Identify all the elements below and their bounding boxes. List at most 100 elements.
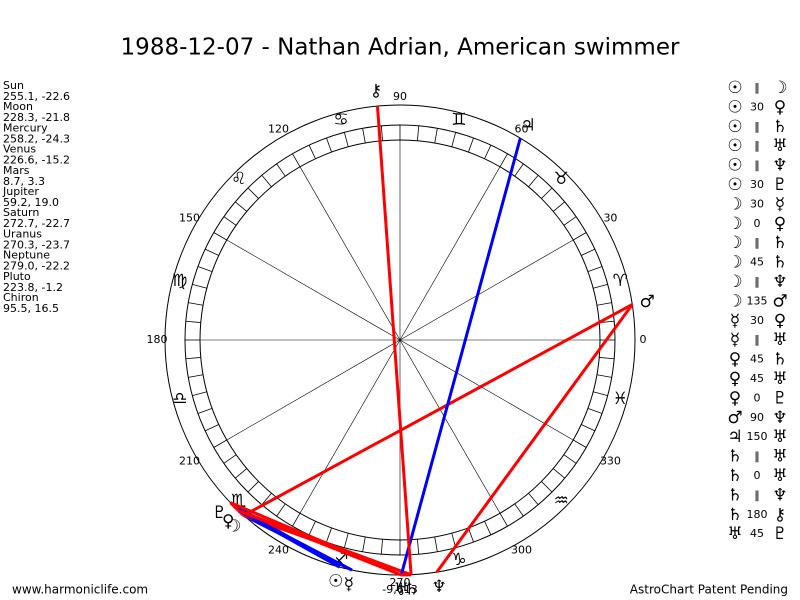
aspect-planet-2: ♆ — [772, 408, 787, 428]
ring-tick — [552, 468, 565, 479]
aspect-type: 0 — [754, 391, 761, 404]
aspect-type: 30 — [750, 100, 764, 113]
degree-label: 210 — [179, 455, 200, 468]
aspect-planet-1: ♂ — [727, 408, 742, 428]
planet-position: 258.2, -24.3 — [3, 132, 70, 145]
aspect-planet-2: ♇ — [772, 388, 787, 408]
planet-glyph: ♀ — [222, 512, 234, 532]
ring-tick — [343, 132, 349, 147]
sign-glyph: ♌ — [231, 169, 246, 189]
spoke — [226, 339, 401, 441]
aspect-planet-1: ♄ — [727, 505, 742, 525]
ring-tick — [343, 533, 349, 548]
ring-tick — [192, 283, 207, 289]
aspect-type: ‖ — [754, 139, 760, 152]
degree-label: 150 — [179, 212, 200, 225]
aspect-type: 30 — [750, 197, 764, 210]
aspect-planet-1: ♄ — [727, 485, 742, 505]
degree-label: 30 — [603, 212, 617, 225]
ring-tick — [434, 128, 438, 144]
aspect-planet-1: ♀ — [729, 388, 741, 408]
aspect-planet-1: ☿ — [730, 330, 740, 350]
aspect-type: 30 — [750, 314, 764, 327]
ring-tick — [596, 374, 612, 378]
aspect-planet-2: ♆ — [772, 485, 787, 505]
ring-tick — [204, 248, 219, 256]
ring-tick — [235, 201, 248, 212]
ring-tick — [581, 424, 596, 432]
degree-label: 300 — [511, 543, 532, 556]
aspect-planet-2: ♀ — [774, 214, 786, 234]
degree-label: 270 — [390, 576, 411, 589]
sign-glyph: ♈ — [613, 271, 628, 291]
ring-tick — [563, 216, 577, 226]
planet-position: 223.8, -1.2 — [3, 281, 63, 294]
ring-tick — [541, 187, 553, 199]
degree-label: 90 — [393, 90, 407, 103]
aspect-type: 135 — [747, 294, 768, 307]
ring-tick — [417, 125, 420, 141]
aspect-planet-2: ♅ — [772, 447, 787, 467]
planet-glyph: ♃ — [520, 115, 535, 135]
aspect-type: 0 — [754, 217, 761, 230]
ring-tick — [362, 536, 366, 552]
planet-name: Neptune — [3, 249, 50, 262]
ring-tick — [593, 391, 608, 397]
aspect-planet-1: ☉ — [727, 78, 742, 98]
spoke — [399, 239, 574, 341]
aspect-planet-2: ⚷ — [774, 505, 786, 525]
ring-tick — [380, 125, 383, 141]
aspect-planet-1: ☽ — [727, 214, 742, 234]
planet-glyph: ♆ — [431, 577, 446, 597]
ring-tick — [247, 187, 259, 199]
planet-position: 8.7, 3.3 — [3, 175, 45, 188]
aspect-planet-2: ♄ — [772, 117, 787, 137]
planet-name: Mars — [3, 164, 30, 177]
aspect-type: 45 — [750, 256, 764, 269]
planet-position: 270.3, -23.7 — [3, 238, 70, 251]
planet-name: Jupiter — [2, 185, 39, 198]
ring-tick — [276, 163, 286, 177]
ring-tick — [451, 132, 457, 147]
aspect-type: ‖ — [754, 120, 760, 133]
aspect-type: 90 — [750, 411, 764, 424]
aspect-type: ‖ — [754, 275, 760, 288]
ring-tick — [573, 439, 587, 448]
aspect-type: ‖ — [754, 159, 760, 172]
planet-name: Venus — [3, 143, 36, 156]
aspect-planet-1: ☉ — [727, 97, 742, 117]
aspect-type: ‖ — [754, 450, 760, 463]
aspect-line — [399, 137, 522, 576]
aspect-planet-1: ☽ — [727, 194, 742, 214]
aspect-type: ‖ — [754, 236, 760, 249]
aspect-planet-2: ♀ — [774, 311, 786, 331]
degree-label: 240 — [268, 543, 289, 556]
ring-tick — [292, 513, 301, 527]
sign-glyph: ♋ — [333, 110, 348, 130]
aspect-type: 0 — [754, 469, 761, 482]
sign-glyph: ♍ — [172, 271, 187, 291]
ring-tick — [593, 283, 608, 289]
footer-left: www.harmoniclife.com — [12, 583, 148, 597]
aspect-planet-2: ♇ — [772, 175, 787, 195]
ring-tick — [528, 492, 539, 505]
aspect-line — [237, 509, 353, 572]
aspect-planet-2: ♀ — [774, 97, 786, 117]
spoke — [226, 239, 401, 341]
aspect-type: 180 — [747, 508, 768, 521]
planet-name: Pluto — [3, 270, 31, 283]
sign-glyph: ♊ — [451, 110, 466, 130]
spoke — [299, 166, 401, 341]
sign-glyph: ♉ — [554, 169, 569, 189]
aspect-planet-2: ♄ — [772, 350, 787, 370]
aspect-planet-1: ♃ — [727, 427, 742, 447]
planet-position: 59.2, 19.0 — [3, 196, 59, 209]
aspect-type: 45 — [750, 527, 764, 540]
aspect-planet-1: ☉ — [727, 117, 742, 137]
aspect-planet-2: ♄ — [772, 233, 787, 253]
aspect-planet-1: ♅ — [727, 524, 742, 544]
aspect-planet-2: ♅ — [772, 427, 787, 447]
aspect-type: 30 — [750, 178, 764, 191]
spoke — [399, 339, 574, 441]
